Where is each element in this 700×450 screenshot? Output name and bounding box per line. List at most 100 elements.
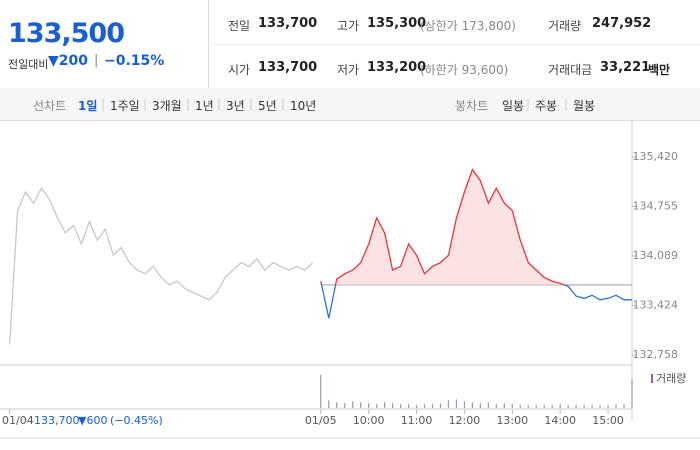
tab-label: 선차트 xyxy=(33,99,67,113)
volume-bar xyxy=(415,405,418,408)
volume-bar xyxy=(591,405,593,408)
volume-bar xyxy=(392,403,394,408)
price-line xyxy=(320,168,567,285)
value: 133,700 xyxy=(258,60,318,75)
x-tick-label: 15:00 xyxy=(592,414,624,427)
volume-bar xyxy=(511,404,513,408)
volume-bar xyxy=(615,404,617,408)
separator: | xyxy=(281,97,286,111)
area-fill xyxy=(320,169,565,285)
label: 저가 xyxy=(337,63,360,77)
volume-bar xyxy=(503,403,505,408)
volume-bar xyxy=(384,402,386,408)
price-line xyxy=(8,186,314,345)
volume-bar xyxy=(463,401,466,408)
volume-bar xyxy=(344,403,346,408)
x-tick-label: 12:00 xyxy=(449,414,481,427)
volume-bar xyxy=(439,403,442,408)
divider xyxy=(208,44,700,45)
value: 133,200 xyxy=(367,60,427,75)
volume-bar xyxy=(527,405,529,408)
tab[interactable]: 1년 xyxy=(195,99,214,113)
unit: 백만 xyxy=(648,63,671,77)
separator: | xyxy=(101,97,106,111)
volume-bar xyxy=(495,404,497,408)
tab[interactable]: 일봉 xyxy=(502,99,525,113)
tab[interactable]: 3년 xyxy=(226,99,245,113)
y-tick-label: 134,089 xyxy=(633,249,679,262)
separator: | xyxy=(217,97,222,111)
tab[interactable]: 10년 xyxy=(290,99,317,113)
y-tick-label: 135,420 xyxy=(633,150,679,163)
volume-bar xyxy=(487,402,489,408)
separator: | xyxy=(143,97,148,111)
volume-bar xyxy=(543,405,545,408)
label: 거래대금 xyxy=(548,63,593,77)
note: (하한가 93,600) xyxy=(420,63,509,77)
volume-bar xyxy=(447,400,450,408)
separator: | xyxy=(526,97,531,111)
x-tick-label: 11:00 xyxy=(401,414,433,427)
volume-bar xyxy=(575,405,577,408)
volume-bar xyxy=(559,404,561,408)
volume-bar xyxy=(328,400,330,408)
period-tabs: 선차트 1일 | 1주일 | 3개월 | 1년 | 3년 | 5년 | 10년 봉차트 일봉 | 주봉 | 월봉 xyxy=(0,88,700,121)
volume-bar xyxy=(399,404,402,408)
x-tick-label: 01/05 xyxy=(305,414,337,427)
label: 고가 xyxy=(337,19,360,33)
tab[interactable]: 1주일 xyxy=(110,99,140,113)
prev-rate: (−0.45%) xyxy=(110,414,163,427)
volume-bar xyxy=(376,404,378,408)
tab[interactable]: 주봉 xyxy=(535,99,558,113)
separator: | xyxy=(564,97,569,111)
volume-bar xyxy=(607,405,609,408)
x-tick-label: 01/04 xyxy=(2,414,34,427)
volume-bar xyxy=(567,405,569,408)
y-tick-label: 133,424 xyxy=(633,298,679,311)
change-label: 전일대비 xyxy=(8,58,49,71)
tab[interactable]: 5년 xyxy=(258,99,277,113)
legend-label: 거래량 xyxy=(656,372,686,385)
tab[interactable]: 월봉 xyxy=(573,99,596,113)
volume-bar xyxy=(551,405,553,408)
legend-swatch xyxy=(651,374,653,383)
label: 거래량 xyxy=(548,19,582,33)
note: (상한가 173,800) xyxy=(420,19,516,33)
price-chart: 132,758 133,424 134,089 134,755 135,420 01/04… xyxy=(0,120,700,439)
value: 135,300 xyxy=(367,16,427,31)
volume-bar xyxy=(519,405,521,408)
volume-bar xyxy=(407,404,410,408)
value: 133,700 xyxy=(258,16,318,31)
volume-bar xyxy=(535,405,537,408)
tab-label: 봉차트 xyxy=(455,99,489,113)
price-line-below xyxy=(320,284,632,319)
separator: | xyxy=(249,97,254,111)
volume-bar xyxy=(360,402,362,408)
tab[interactable]: 3개월 xyxy=(152,99,182,113)
volume-bar xyxy=(471,402,474,408)
prev-change: ▼600 xyxy=(78,414,107,427)
volume-bar xyxy=(455,399,458,408)
change-rate: −0.15% xyxy=(104,53,165,69)
x-tick-label: 10:00 xyxy=(353,414,385,427)
label: 전일 xyxy=(228,19,251,33)
current-price: 133,500 xyxy=(8,18,125,49)
volume-bar xyxy=(431,404,434,408)
volume-bar xyxy=(368,403,370,408)
separator: | xyxy=(186,97,191,111)
volume-bar xyxy=(352,401,354,408)
volume-bar xyxy=(599,405,601,408)
y-tick-label: 132,758 xyxy=(633,348,679,361)
x-tick-label: 13:00 xyxy=(496,414,528,427)
label: 시가 xyxy=(228,63,251,77)
prev-close: 133,700 xyxy=(34,414,80,427)
tab[interactable]: 1일 xyxy=(78,99,98,113)
value: 247,952 xyxy=(592,16,652,31)
change: ▼200 xyxy=(48,53,88,69)
volume-bar xyxy=(423,404,426,408)
x-tick-label: 14:00 xyxy=(544,414,576,427)
volume-bar xyxy=(623,404,625,408)
separator: | xyxy=(94,53,99,68)
y-tick-label: 134,755 xyxy=(633,199,679,212)
